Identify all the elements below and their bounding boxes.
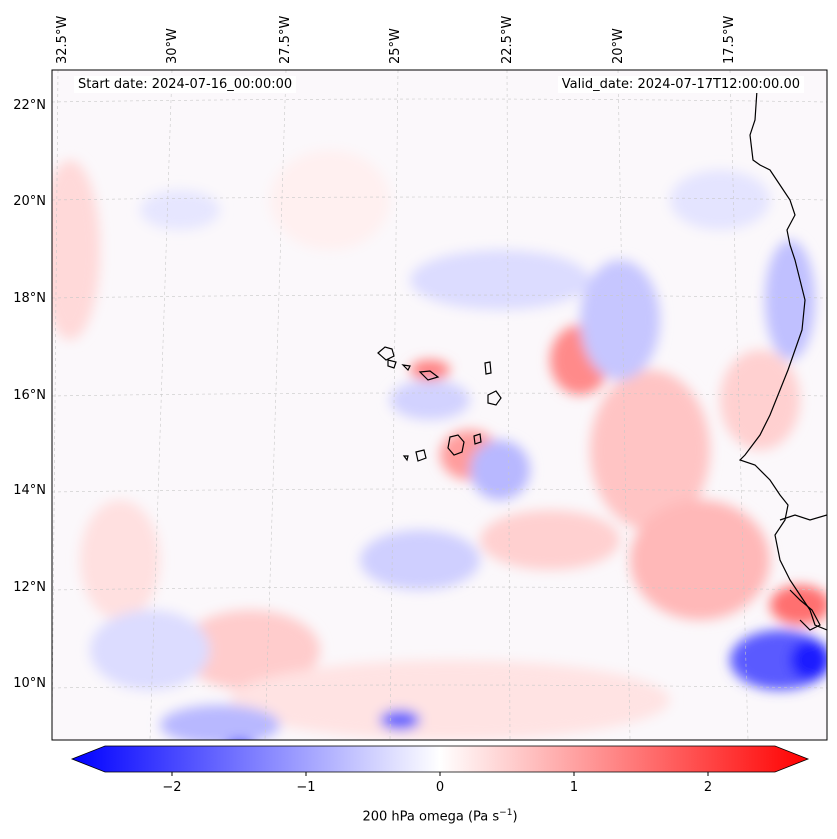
cbar-tick-label: 0 (435, 780, 445, 795)
cape-verde-islands (377, 346, 502, 462)
cbar-tick-label: 2 (703, 780, 713, 795)
gridlines (52, 70, 827, 740)
lon-label: 17.5°W (722, 15, 737, 64)
valid-date-label: Valid_date: 2024-07-17T12:00:00.00 (557, 76, 804, 93)
map-plot-area (52, 70, 827, 740)
coastline (738, 89, 827, 631)
lat-label: 12°N (13, 580, 46, 595)
colorbar (70, 745, 810, 776)
lat-label: 18°N (13, 291, 46, 306)
lat-label: 22°N (13, 98, 46, 113)
lon-label: 25°W (388, 28, 403, 64)
lat-label: 10°N (13, 676, 46, 691)
lat-label: 16°N (13, 388, 46, 403)
lat-label: 14°N (13, 483, 46, 498)
lat-label: 20°N (13, 194, 46, 209)
omega-field (52, 150, 827, 740)
lon-label: 20°W (611, 28, 626, 64)
colorbar-body (70, 745, 810, 773)
lon-label: 32.5°W (55, 15, 70, 64)
cbar-tick-label: 1 (569, 780, 579, 795)
lon-label: 22.5°W (500, 15, 515, 64)
lon-label: 30°W (165, 28, 180, 64)
colorbar-label: 200 hPa omega (Pa s−1) (362, 808, 518, 825)
lon-label: 27.5°W (278, 15, 293, 64)
cbar-tick-label: −1 (296, 780, 316, 795)
start-date-label: Start date: 2024-07-16_00:00:00 (74, 76, 297, 93)
cbar-tick-label: −2 (162, 780, 182, 795)
map-frame (51, 69, 828, 741)
